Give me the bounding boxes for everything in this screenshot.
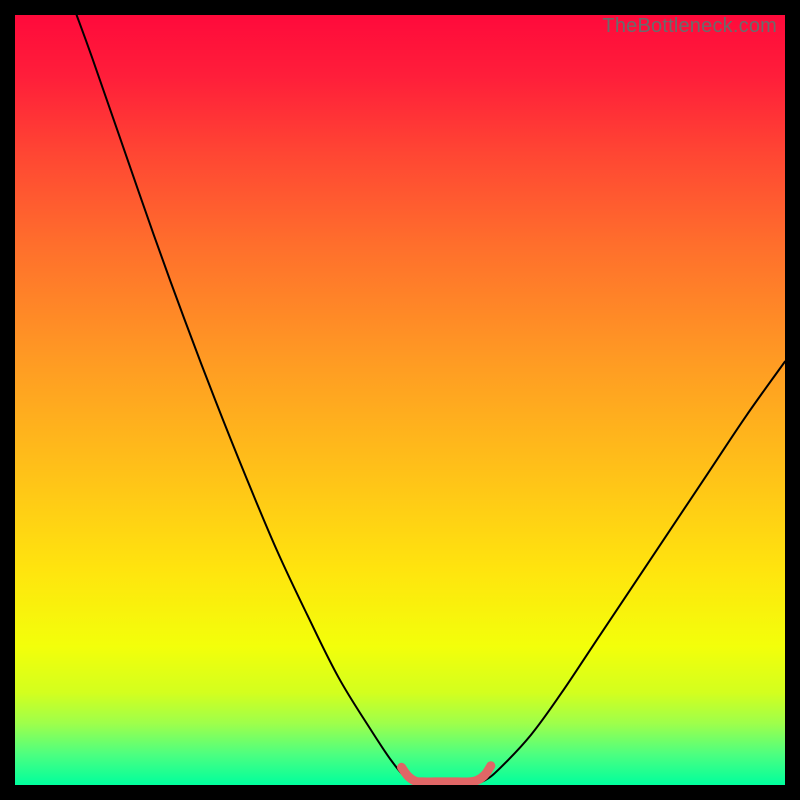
primary-v-curve (77, 15, 785, 785)
watermark-text: TheBottleneck.com (602, 15, 777, 38)
chart-frame: TheBottleneck.com (0, 0, 800, 800)
curves-layer (15, 15, 785, 785)
optimal-range-marker (402, 766, 491, 782)
plot-area: TheBottleneck.com (15, 15, 785, 785)
